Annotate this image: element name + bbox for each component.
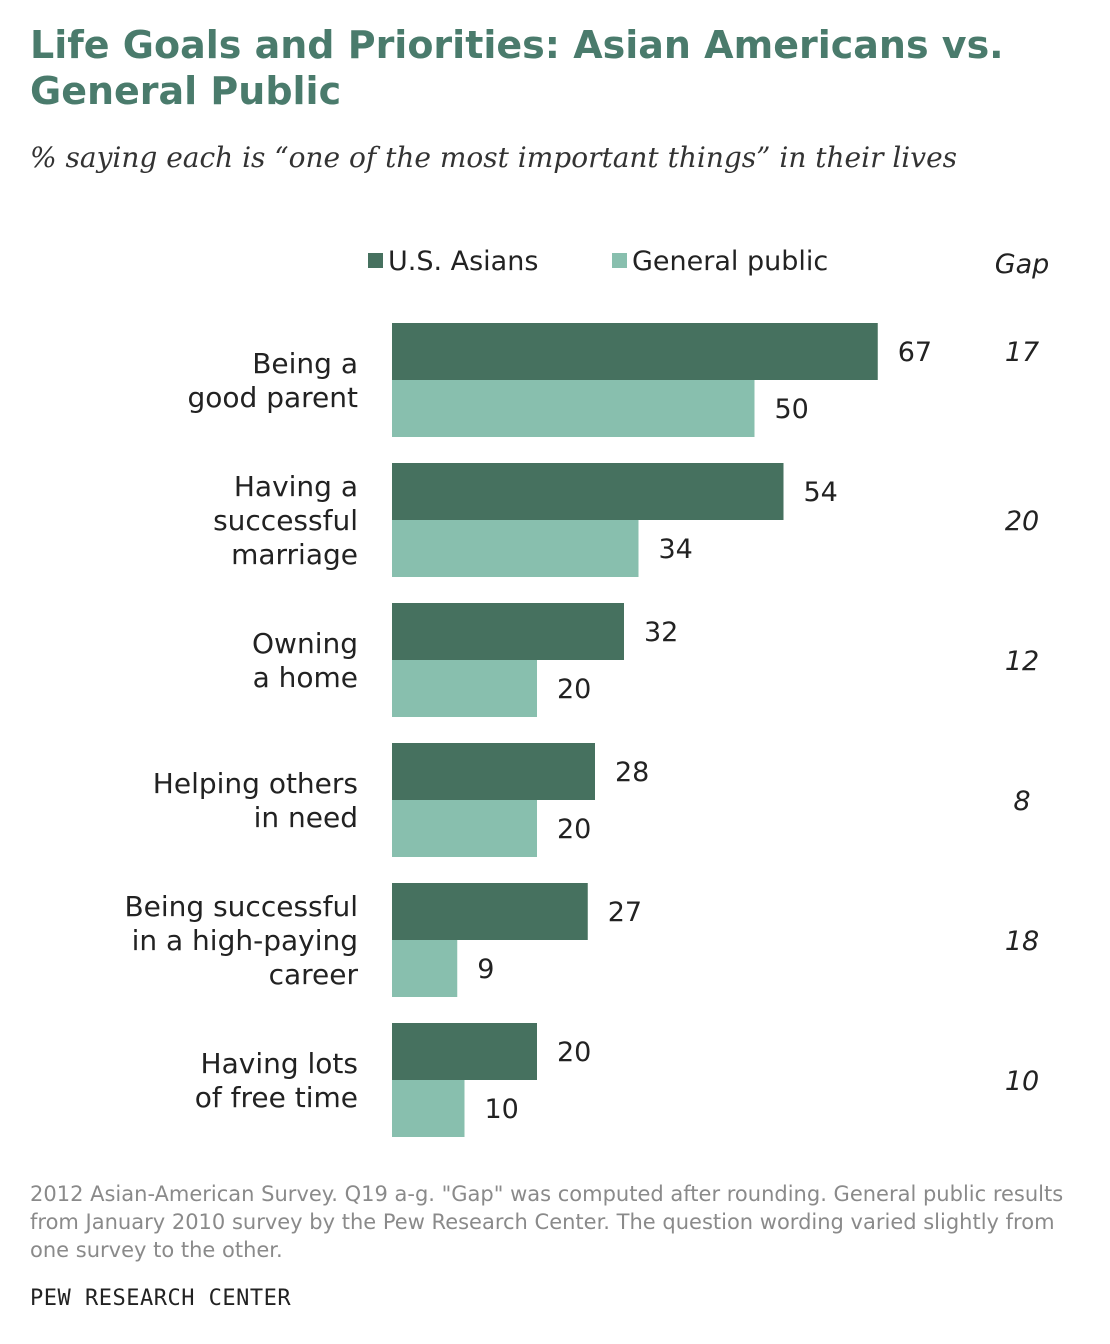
category-label: good parent [188, 381, 359, 414]
source-label: PEW RESEARCH CENTER [30, 1286, 292, 1311]
data-label: 20 [557, 674, 591, 705]
legend-label-0: U.S. Asians [388, 246, 538, 277]
category-label: in a high-paying [132, 924, 358, 957]
category-label: Being successful [124, 890, 358, 923]
legend-label-1: General public [632, 246, 828, 277]
gap-value: 18 [1005, 926, 1039, 957]
legend-swatch-1 [612, 253, 627, 268]
data-label: 34 [659, 534, 693, 565]
chart-subtitle: % saying each is “one of the most import… [30, 141, 958, 174]
bar-us-asians [392, 1023, 537, 1080]
data-label: 67 [898, 337, 932, 368]
gap-header: Gap [995, 249, 1050, 280]
category-label: Being a [252, 347, 358, 380]
chart-title: Life Goals and Priorities: Asian America… [30, 23, 1004, 113]
data-label: 32 [644, 617, 678, 648]
chart-notes: 2012 Asian-American Survey. Q19 a-g. "Ga… [30, 1182, 1064, 1262]
bar-general-public [392, 1080, 465, 1137]
bar-us-asians [392, 743, 595, 800]
bar-us-asians [392, 323, 878, 380]
gap-value: 12 [1005, 646, 1039, 677]
gap-value: 20 [1005, 506, 1039, 537]
bar-general-public [392, 940, 458, 997]
data-label: 10 [485, 1094, 519, 1125]
legend-swatch-0 [368, 253, 383, 268]
data-label: 9 [477, 954, 494, 985]
data-label: 50 [775, 394, 809, 425]
bar-chart: U.S. Asians General public Gap Being agood … [124, 246, 1050, 1137]
data-label: 20 [557, 814, 591, 845]
bar-us-asians [392, 463, 784, 520]
category-label: Having a [234, 470, 358, 503]
bar-general-public [392, 800, 537, 857]
category-label: a home [253, 661, 358, 694]
bar-us-asians [392, 883, 588, 940]
gap-value: 17 [1005, 337, 1039, 368]
category-label: Helping others [153, 767, 358, 800]
bar-general-public [392, 380, 755, 437]
bar-general-public [392, 660, 537, 717]
data-label: 54 [804, 477, 838, 508]
category-label: career [269, 958, 359, 991]
data-label: 28 [615, 757, 649, 788]
data-label: 27 [608, 897, 642, 928]
category-label: in need [254, 801, 358, 834]
data-label: 20 [557, 1037, 591, 1068]
gap-value: 10 [1005, 1066, 1039, 1097]
gap-value: 8 [1013, 786, 1030, 817]
bar-general-public [392, 520, 639, 577]
category-label: Owning [252, 627, 358, 660]
category-label: Having lots [201, 1047, 358, 1080]
category-label: of free time [195, 1081, 358, 1114]
category-label: successful [213, 504, 358, 537]
category-label: marriage [231, 538, 358, 571]
bar-us-asians [392, 603, 624, 660]
